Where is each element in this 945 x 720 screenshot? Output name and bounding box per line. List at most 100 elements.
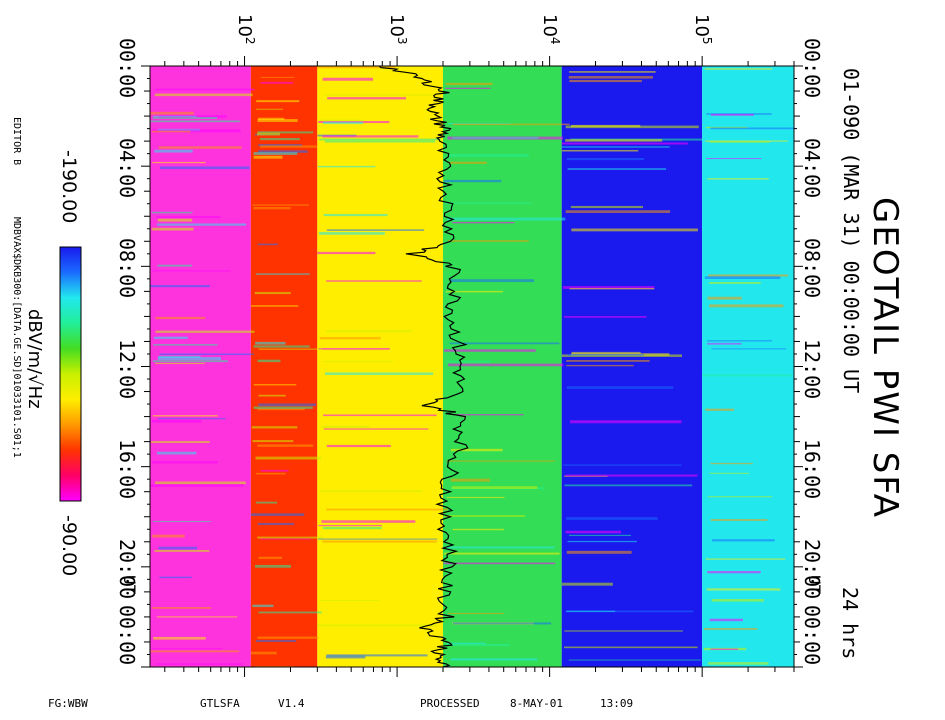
texture-stripe — [321, 520, 416, 523]
texture-stripe — [707, 296, 742, 300]
texture-stripe — [709, 281, 761, 284]
texture-stripe — [154, 93, 253, 97]
texture-stripe — [318, 119, 364, 121]
texture-stripe — [444, 202, 531, 204]
texture-stripe — [709, 472, 750, 474]
texture-stripe — [563, 646, 698, 649]
texture-stripe — [260, 81, 294, 84]
texture-stripe — [318, 432, 365, 435]
texture-stripe — [152, 607, 212, 609]
texture-stripe — [155, 330, 255, 333]
texture-stripe — [448, 122, 511, 125]
texture-stripe — [253, 384, 297, 386]
spectral-band-5 — [702, 66, 794, 667]
texture-stripe — [258, 144, 302, 147]
texture-stripe — [561, 142, 688, 145]
texture-stripe — [707, 571, 761, 574]
texture-stripe — [452, 221, 515, 224]
spectrogram-bands — [150, 66, 794, 667]
texture-stripe — [443, 349, 536, 352]
texture-stripe — [257, 243, 278, 246]
texture-stripe — [325, 655, 366, 659]
texture-stripe — [319, 138, 441, 141]
texture-stripe — [155, 481, 246, 485]
texture-stripe — [159, 166, 250, 170]
texture-stripe — [445, 290, 504, 293]
texture-stripe — [157, 357, 222, 361]
texture-stripe — [565, 210, 671, 213]
time-tick-label-left: 12:00 — [115, 338, 139, 399]
texture-stripe — [255, 640, 297, 642]
texture-stripe — [152, 521, 212, 523]
texture-stripe — [571, 351, 641, 354]
time-tick-label-right: 00:00 — [800, 605, 824, 666]
texture-stripe — [326, 330, 412, 333]
texture-stripe — [327, 97, 407, 100]
texture-stripe — [157, 218, 193, 222]
texture-stripe — [709, 141, 770, 143]
texture-stripe — [446, 643, 510, 647]
footer-processed: PROCESSED — [420, 697, 480, 710]
texture-stripe — [151, 419, 202, 423]
texture-stripe — [446, 642, 486, 645]
texture-stripe — [256, 472, 286, 475]
texture-stripe — [251, 426, 298, 429]
texture-stripe — [710, 648, 739, 650]
texture-stripe — [568, 76, 654, 79]
texture-stripe — [318, 231, 385, 235]
texture-stripe — [569, 71, 656, 73]
texture-stripe — [258, 556, 282, 560]
texture-stripe — [447, 240, 529, 242]
texture-stripe — [320, 490, 423, 493]
texture-stripe — [253, 406, 313, 409]
freq-tick-exponent: 4 — [547, 36, 562, 45]
texture-stripe — [152, 161, 206, 164]
texture-stripe — [561, 354, 682, 357]
texture-stripe — [318, 524, 383, 527]
texture-stripe — [710, 462, 753, 465]
texture-stripe — [705, 408, 735, 411]
texture-stripe — [706, 588, 781, 591]
texture-stripe — [323, 360, 394, 363]
texture-stripe — [150, 285, 210, 288]
freq-tick-label: 105 — [691, 14, 714, 45]
texture-stripe — [565, 125, 699, 129]
texture-stripe — [317, 538, 438, 540]
texture-stripe — [255, 564, 291, 568]
texture-stripe — [711, 599, 764, 602]
time-tick-label-left: 00:00 — [115, 38, 139, 99]
texture-stripe — [153, 115, 197, 117]
footer-program: GTLSFA — [200, 697, 240, 710]
texture-stripe — [702, 493, 765, 495]
texture-stripe — [710, 532, 744, 535]
texture-stripe — [152, 415, 218, 417]
texture-stripe — [704, 276, 781, 279]
data-file-label: MDBVAX$DKB300:[DATA.GE.SD]01033101.S01;1 — [11, 217, 22, 458]
texture-stripe — [256, 100, 300, 103]
texture-stripe — [566, 364, 634, 367]
texture-stripe — [257, 536, 323, 539]
texture-stripe — [259, 138, 300, 141]
texture-stripe — [322, 540, 437, 543]
freq-tick-label: 102 — [234, 14, 257, 45]
texture-stripe — [152, 117, 217, 119]
texture-stripe — [449, 342, 560, 345]
texture-stripe — [257, 131, 314, 134]
texture-stripe — [260, 538, 311, 540]
texture-stripe — [445, 87, 491, 89]
plot-title: GEOTAIL PWI SFA — [865, 197, 905, 519]
texture-stripe — [707, 342, 742, 345]
texture-stripe — [443, 562, 556, 565]
texture-stripe — [155, 316, 206, 320]
texture-stripe — [150, 111, 194, 115]
texture-stripe — [444, 552, 560, 555]
time-tick-label-left: 16:00 — [115, 438, 139, 499]
texture-stripe — [711, 113, 754, 116]
texture-stripe — [151, 648, 223, 650]
texture-stripe — [319, 336, 381, 340]
texture-stripe — [152, 360, 228, 363]
texture-stripe — [566, 360, 650, 362]
texture-stripe — [565, 610, 694, 613]
texture-stripe — [252, 604, 274, 608]
texture-stripe — [707, 138, 778, 142]
